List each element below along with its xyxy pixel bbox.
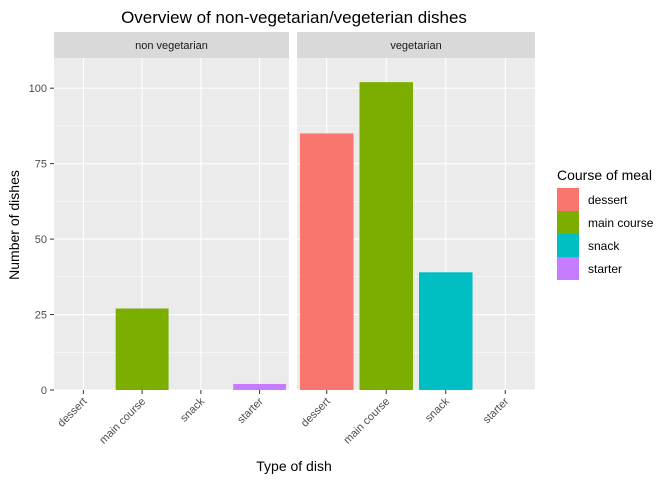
chart-title: Overview of non-vegetarian/vegeterian di… bbox=[121, 8, 467, 27]
facet-strip bbox=[297, 32, 535, 58]
legend-label: starter bbox=[588, 262, 622, 276]
legend: Course of meal dessert main course snack st… bbox=[557, 167, 654, 280]
x-axis-title: Type of dish bbox=[256, 458, 332, 474]
panel-background bbox=[54, 58, 289, 390]
y-tick-label: 0 bbox=[41, 385, 47, 397]
y-axis-title: Number of dishes bbox=[6, 170, 22, 280]
legend-label: snack bbox=[588, 239, 620, 253]
facet-strip-label: vegetarian bbox=[390, 40, 441, 52]
legend-label: main course bbox=[588, 216, 654, 230]
bar bbox=[233, 383, 287, 390]
legend-swatch bbox=[557, 234, 579, 257]
legend-swatch bbox=[557, 257, 579, 280]
y-tick-label: 25 bbox=[35, 310, 47, 322]
bar bbox=[299, 133, 354, 391]
bar bbox=[359, 82, 414, 391]
facet-strip-label: non vegetarian bbox=[135, 40, 208, 52]
legend-swatch bbox=[557, 188, 579, 211]
legend-label: dessert bbox=[588, 193, 628, 207]
y-tick-label: 75 bbox=[35, 159, 47, 171]
legend-title: Course of meal bbox=[557, 167, 652, 183]
bar bbox=[115, 308, 169, 390]
legend-swatch bbox=[557, 211, 579, 234]
facet-strip bbox=[54, 32, 289, 58]
bar bbox=[418, 272, 473, 390]
y-axis: 0 25 50 75 100 bbox=[29, 83, 54, 397]
y-tick-label: 100 bbox=[29, 83, 47, 95]
y-tick-label: 50 bbox=[35, 234, 47, 246]
